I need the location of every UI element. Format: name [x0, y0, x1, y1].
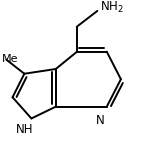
Text: NH$_2$: NH$_2$: [100, 0, 124, 15]
Text: Me: Me: [2, 54, 18, 64]
Text: N: N: [96, 114, 105, 127]
Text: NH: NH: [16, 123, 33, 136]
